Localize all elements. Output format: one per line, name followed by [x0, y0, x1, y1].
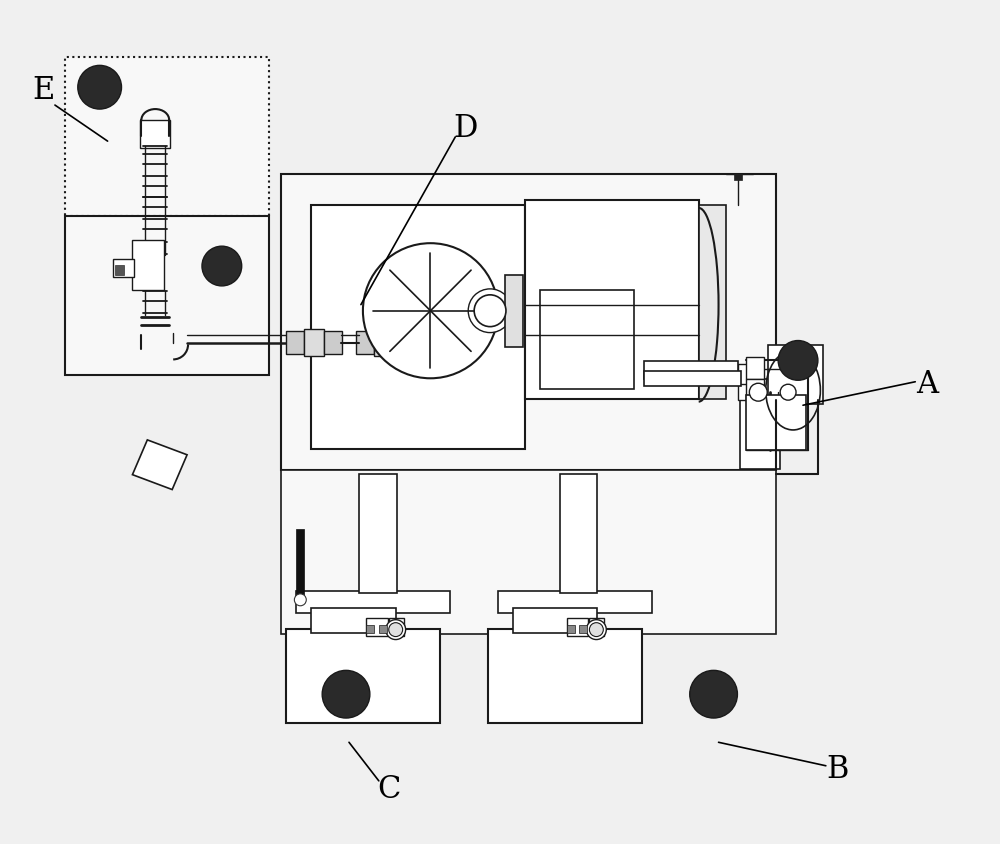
Bar [113, 259, 134, 277]
Bar [567, 625, 575, 633]
Circle shape [78, 65, 122, 109]
Bar [311, 608, 396, 633]
Text: C: C [377, 774, 400, 804]
Bar [296, 591, 450, 613]
Bar [296, 529, 304, 599]
Circle shape [363, 243, 498, 378]
Bar [389, 618, 404, 636]
Circle shape [389, 623, 403, 636]
Text: D: D [453, 113, 477, 144]
Bar [286, 629, 440, 723]
Bar [540, 289, 634, 389]
Circle shape [586, 619, 606, 640]
Bar [304, 328, 324, 356]
Bar [65, 216, 269, 376]
Text: A: A [916, 369, 938, 400]
Bar [746, 357, 764, 379]
Bar [281, 469, 776, 634]
Circle shape [474, 295, 506, 327]
Bar [286, 331, 304, 354]
Bar [699, 205, 726, 399]
Bar [734, 174, 742, 180]
Bar [488, 629, 642, 723]
Bar [366, 618, 388, 636]
Bar [356, 331, 374, 354]
Bar [513, 608, 597, 633]
Bar [366, 625, 374, 633]
Bar [359, 473, 397, 592]
Circle shape [294, 594, 306, 606]
Bar [140, 120, 170, 148]
Bar [560, 473, 597, 592]
Circle shape [749, 383, 767, 401]
Bar [379, 625, 387, 633]
Bar [746, 379, 764, 401]
Bar [132, 241, 164, 289]
Circle shape [780, 384, 796, 400]
Bar [738, 381, 753, 400]
Circle shape [778, 340, 818, 381]
Bar [115, 265, 124, 275]
Circle shape [202, 246, 242, 286]
Text: B: B [827, 755, 849, 786]
Bar [589, 618, 604, 636]
Bar [498, 591, 652, 613]
Circle shape [690, 670, 737, 718]
Bar [567, 618, 588, 636]
Text: E: E [32, 75, 54, 106]
Bar [746, 395, 806, 450]
Bar [525, 201, 699, 399]
Bar [579, 625, 587, 633]
Bar [65, 57, 269, 216]
Bar [324, 331, 342, 354]
Circle shape [589, 623, 603, 636]
Bar [311, 205, 525, 449]
Bar [768, 344, 823, 404]
Bar [505, 275, 523, 347]
Circle shape [468, 289, 512, 333]
Polygon shape [132, 440, 187, 490]
Bar [738, 365, 753, 384]
Bar [644, 371, 741, 387]
Bar [396, 331, 414, 354]
Bar [374, 328, 396, 356]
Bar [740, 379, 780, 468]
Circle shape [322, 670, 370, 718]
Bar [644, 361, 738, 379]
Bar [281, 174, 776, 469]
Circle shape [386, 619, 406, 640]
